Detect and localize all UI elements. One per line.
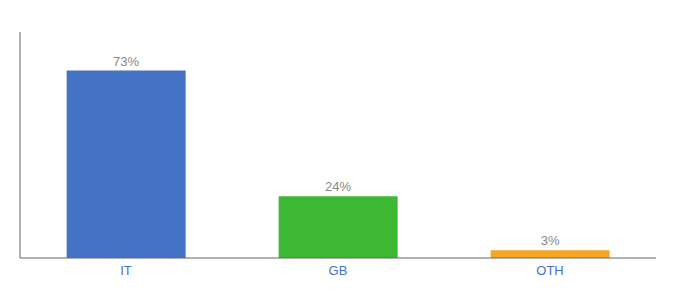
svg-text:IT: IT [120, 263, 132, 278]
svg-text:3%: 3% [541, 233, 560, 248]
svg-text:73%: 73% [113, 54, 139, 69]
svg-text:GB: GB [329, 263, 348, 278]
svg-text:OTH: OTH [536, 263, 563, 278]
svg-text:24%: 24% [325, 179, 351, 194]
